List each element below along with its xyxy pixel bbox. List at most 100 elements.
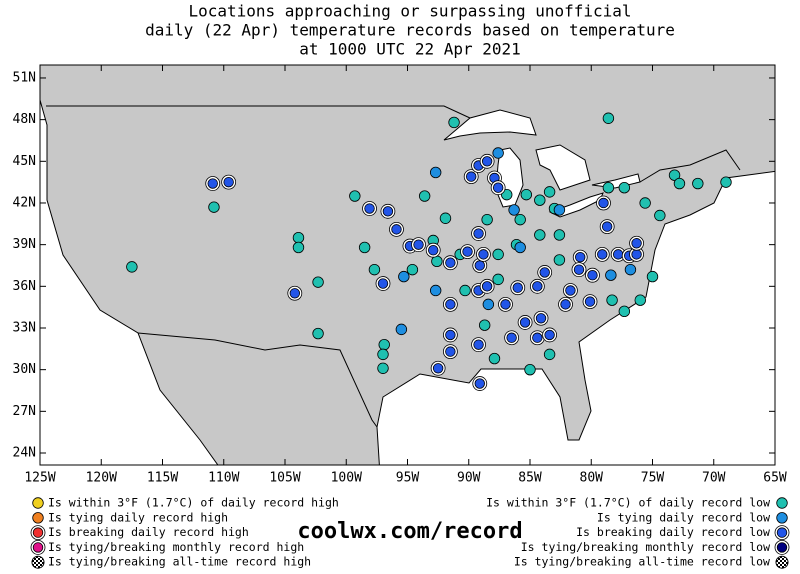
marker xyxy=(481,213,493,226)
marker xyxy=(720,176,732,188)
marker xyxy=(445,257,456,268)
marker xyxy=(575,251,586,263)
marker xyxy=(553,254,566,266)
marker xyxy=(776,542,788,553)
marker xyxy=(32,542,44,553)
marker xyxy=(382,206,394,217)
marker xyxy=(31,555,45,569)
legend-label: Is tying daily record high xyxy=(48,510,228,524)
marker xyxy=(406,263,419,276)
legend-label: Is tying/breaking all-time record high xyxy=(48,555,311,569)
marker xyxy=(668,169,681,181)
marker xyxy=(473,228,484,239)
title-line: daily (22 Apr) temperature records based… xyxy=(145,21,675,40)
marker xyxy=(639,197,651,209)
marker xyxy=(519,317,531,328)
marker xyxy=(618,305,631,318)
marker xyxy=(573,264,585,275)
marker xyxy=(377,348,389,361)
marker xyxy=(492,147,504,159)
title-line: Locations approaching or surpassing unof… xyxy=(188,2,631,21)
marker xyxy=(428,245,439,256)
y-tick-label: 33N xyxy=(13,320,36,335)
marker xyxy=(673,177,686,190)
marker xyxy=(448,116,460,129)
marker xyxy=(378,338,390,351)
marker xyxy=(532,281,543,292)
marker xyxy=(602,182,615,194)
y-tick-label: 30N xyxy=(13,362,36,377)
marker xyxy=(543,186,556,198)
x-tick-label: 75W xyxy=(641,471,665,486)
marker xyxy=(534,229,546,241)
x-tick-label: 65W xyxy=(763,471,787,486)
marker xyxy=(445,329,456,341)
marker xyxy=(358,241,371,254)
marker xyxy=(601,221,613,232)
marker xyxy=(292,241,305,254)
y-tick-label: 24N xyxy=(13,446,36,461)
x-tick-label: 100W xyxy=(331,471,362,486)
marker xyxy=(553,204,566,216)
marker xyxy=(459,284,471,297)
marker xyxy=(492,182,504,193)
y-tick-label: 45N xyxy=(13,154,36,169)
marker xyxy=(377,278,389,289)
marker xyxy=(429,166,442,179)
legend-label: Is tying/breaking monthly record high xyxy=(48,540,304,554)
marker xyxy=(431,255,443,268)
marker xyxy=(560,299,571,310)
marker xyxy=(553,229,566,241)
marker xyxy=(32,512,44,524)
marker xyxy=(368,263,381,276)
marker xyxy=(565,285,576,296)
marker xyxy=(776,512,788,524)
marker xyxy=(532,332,543,343)
marker xyxy=(613,249,624,260)
marker xyxy=(544,329,555,341)
marker xyxy=(208,201,220,213)
marker xyxy=(32,497,44,509)
marker xyxy=(289,288,301,299)
marker xyxy=(473,339,484,350)
marker xyxy=(481,281,493,292)
y-tick-label: 51N xyxy=(13,70,36,85)
y-tick-label: 39N xyxy=(13,237,36,252)
marker xyxy=(478,319,491,331)
marker xyxy=(429,284,442,297)
x-tick-label: 115W xyxy=(147,471,178,486)
x-tick-label: 70W xyxy=(702,471,726,486)
marker xyxy=(587,270,598,281)
x-tick-label: 85W xyxy=(518,471,542,486)
marker xyxy=(439,212,452,224)
marker xyxy=(395,323,408,336)
marker xyxy=(223,176,234,188)
marker xyxy=(543,348,556,361)
marker xyxy=(534,194,546,206)
borders xyxy=(46,105,741,428)
x-tick-label: 105W xyxy=(269,471,300,486)
marker xyxy=(584,296,596,307)
title-line: at 1000 UTC 22 Apr 2021 xyxy=(299,40,521,59)
marker xyxy=(618,182,631,194)
marker xyxy=(512,282,523,293)
marker xyxy=(605,269,617,281)
marker xyxy=(474,260,485,271)
marker xyxy=(292,232,305,244)
marker xyxy=(500,299,511,310)
x-tick-label: 90W xyxy=(457,471,481,486)
marker xyxy=(462,246,473,257)
marker xyxy=(514,213,526,226)
marker xyxy=(481,156,493,167)
x-tick-label: 95W xyxy=(396,471,420,486)
marker xyxy=(598,197,609,209)
marker xyxy=(32,527,44,538)
y-tick-label: 36N xyxy=(13,279,36,294)
marker xyxy=(432,363,444,374)
marker xyxy=(776,497,788,509)
x-tick-label: 80W xyxy=(580,471,604,486)
x-tick-label: 125W xyxy=(24,471,55,486)
marker xyxy=(535,313,547,324)
marker xyxy=(474,378,485,389)
marker xyxy=(646,270,659,283)
